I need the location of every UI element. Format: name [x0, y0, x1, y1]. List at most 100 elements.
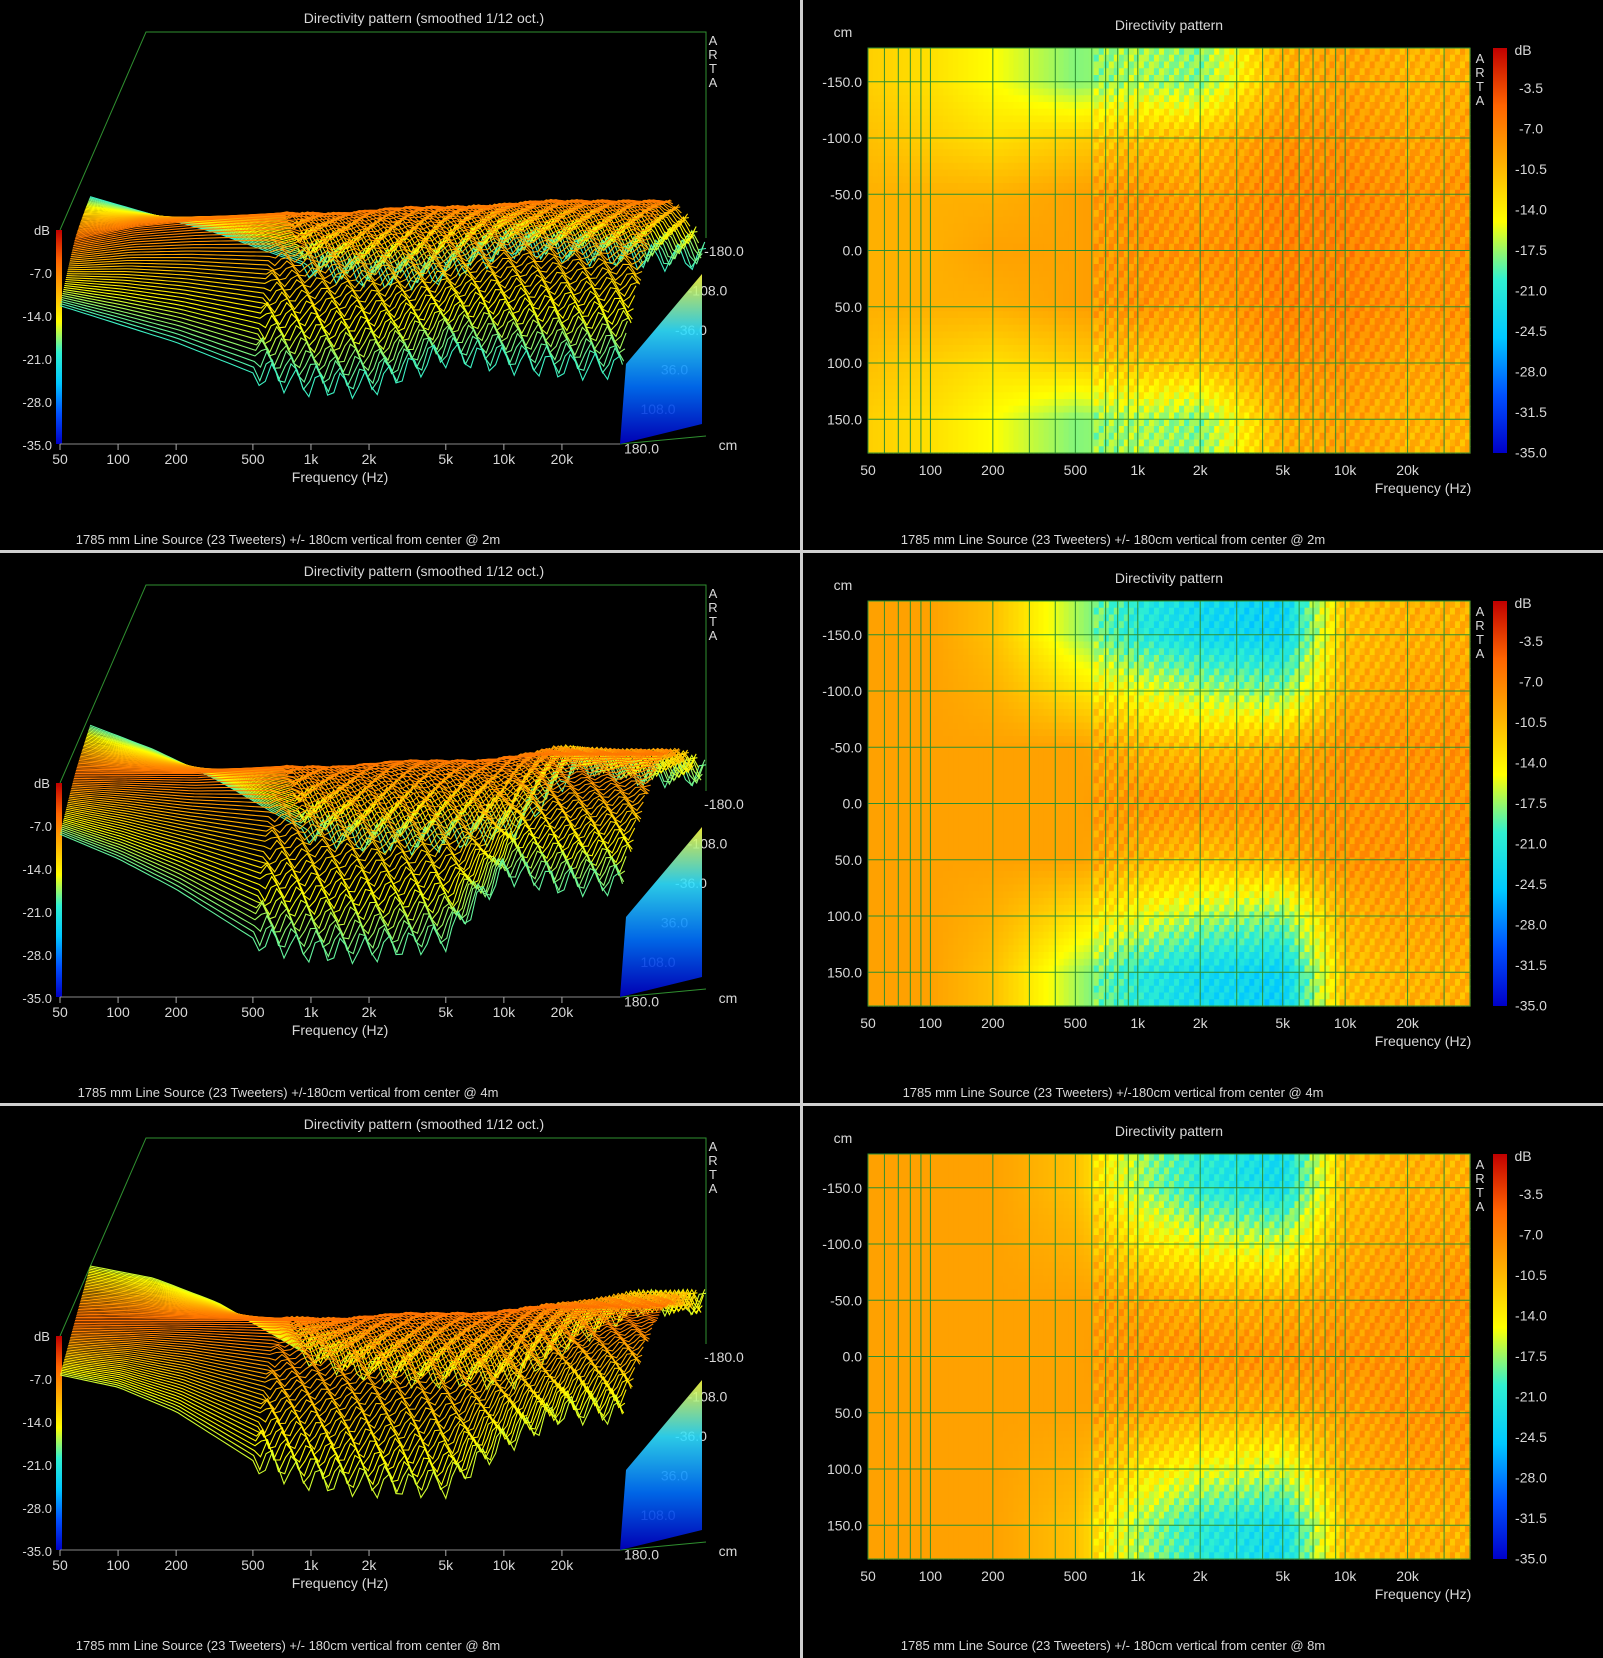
heatmap-cell: [1143, 372, 1150, 380]
heatmap-cell: [913, 405, 919, 414]
heatmap-cell: [1113, 446, 1120, 454]
heatmap-cell: [968, 54, 974, 63]
heatmap-cell: [1219, 48, 1225, 56]
heatmap-cell: [1219, 399, 1225, 407]
heatmap-cell: [1158, 405, 1165, 414]
heatmap-cell: [898, 129, 904, 137]
heatmap-cell: [1113, 304, 1120, 312]
heatmap-cell: [883, 61, 889, 69]
heatmap-cell: [1269, 135, 1275, 144]
heatmap-cell: [933, 129, 939, 137]
heatmap-cell: [1123, 54, 1130, 63]
heatmap-cell: [1194, 399, 1200, 407]
heatmap-cell: [938, 399, 944, 407]
heatmap-cell: [983, 189, 989, 198]
heatmap-cell: [1224, 419, 1230, 427]
heatmap-cell: [1158, 351, 1165, 360]
heatmap-cell: [978, 162, 984, 171]
heatmap-cell: [903, 210, 909, 218]
heatmap-cell: [1093, 122, 1100, 130]
heatmap-cell: [1083, 149, 1090, 157]
heatmap-cell: [1133, 270, 1140, 279]
heatmap-cell: [908, 115, 914, 123]
heatmap-cell: [1113, 237, 1120, 245]
heatmap-cell: [1158, 176, 1165, 184]
heatmap-cell: [1194, 277, 1200, 285]
heatmap-cell: [938, 223, 944, 231]
heatmap-cell: [1254, 392, 1260, 400]
heatmap-cell: [1108, 365, 1115, 373]
heatmap-cell: [963, 189, 969, 198]
heatmap-cell: [908, 426, 914, 434]
heatmap-cell: [1254, 54, 1260, 63]
heatmap-cell: [1174, 210, 1180, 218]
heatmap-cell: [1174, 291, 1180, 299]
heatmap-cell: [993, 426, 1000, 434]
heatmap-cell: [903, 291, 909, 299]
heatmap-cell: [1148, 392, 1155, 400]
heatmap-cell: [1254, 257, 1260, 265]
heatmap-cell: [1143, 183, 1150, 191]
heatmap-cell: [1229, 183, 1235, 191]
heatmap-cell: [1214, 230, 1220, 238]
heatmap-cell: [1073, 237, 1080, 245]
heatmap-cell: [1189, 243, 1195, 252]
heatmap-cell: [1224, 95, 1230, 103]
heatmap-cell: [1163, 115, 1170, 123]
heatmap-cell: [1093, 419, 1100, 427]
heatmap-cell: [1058, 142, 1065, 150]
heatmap-cell: [1219, 230, 1225, 238]
heatmap-cell: [948, 210, 954, 218]
heatmap-cell: [1219, 54, 1225, 63]
heatmap-cell: [903, 365, 909, 373]
heatmap-cell: [883, 270, 889, 279]
heatmap-cell: [1184, 392, 1190, 400]
heatmap-cell: [1179, 405, 1185, 414]
heatmap-cell: [963, 257, 969, 265]
heatmap-cell: [978, 284, 984, 292]
heatmap-cell: [1033, 304, 1040, 312]
heatmap-cell: [1184, 365, 1190, 373]
heatmap-cell: [1244, 102, 1250, 110]
heatmap-cell: [1179, 264, 1185, 272]
heatmap-cell: [1158, 291, 1165, 299]
heatmap-cell: [1023, 439, 1030, 447]
heatmap-cell: [1098, 223, 1105, 231]
heatmap-cell: [903, 372, 909, 380]
heatmap-cell: [1023, 345, 1030, 353]
heatmap-cell: [893, 183, 899, 191]
heatmap-cell: [1053, 243, 1060, 252]
heatmap-cell: [1264, 358, 1270, 366]
heatmap-cell: [988, 270, 995, 279]
heatmap-cell: [1229, 270, 1235, 279]
heatmap-cell: [963, 378, 969, 387]
heatmap-cell: [1028, 196, 1035, 204]
heatmap-cell: [1103, 351, 1110, 360]
heatmap-cell: [1048, 297, 1055, 306]
heatmap-cell: [1028, 426, 1035, 434]
heatmap-cell: [988, 324, 995, 333]
heatmap-cell: [1138, 135, 1145, 144]
heatmap-cell: [998, 75, 1005, 83]
heatmap-cell: [1209, 162, 1215, 171]
heatmap-cell: [898, 345, 904, 353]
heatmap-cell: [1133, 230, 1140, 238]
heatmap-cell: [1269, 203, 1275, 211]
heatmap-cell: [873, 412, 879, 420]
heatmap-cell: [938, 189, 944, 198]
heatmap-cell: [1078, 304, 1085, 312]
heatmap-cell: [1269, 250, 1275, 258]
heatmap-cell: [1153, 432, 1160, 441]
heatmap-cell: [1229, 102, 1235, 110]
heatmap-cell: [1078, 102, 1085, 110]
heatmap-cell: [868, 291, 874, 299]
heatmap-cell: [1259, 385, 1265, 393]
heatmap-cell: [943, 61, 949, 69]
heatmap-cell: [1038, 412, 1045, 420]
heatmap-cell: [988, 331, 995, 339]
heatmap-cell: [1028, 385, 1035, 393]
heatmap-cell: [1098, 122, 1105, 130]
heatmap-cell: [1003, 243, 1010, 252]
heatmap-cell: [1023, 88, 1030, 96]
heatmap-cell: [868, 378, 874, 387]
